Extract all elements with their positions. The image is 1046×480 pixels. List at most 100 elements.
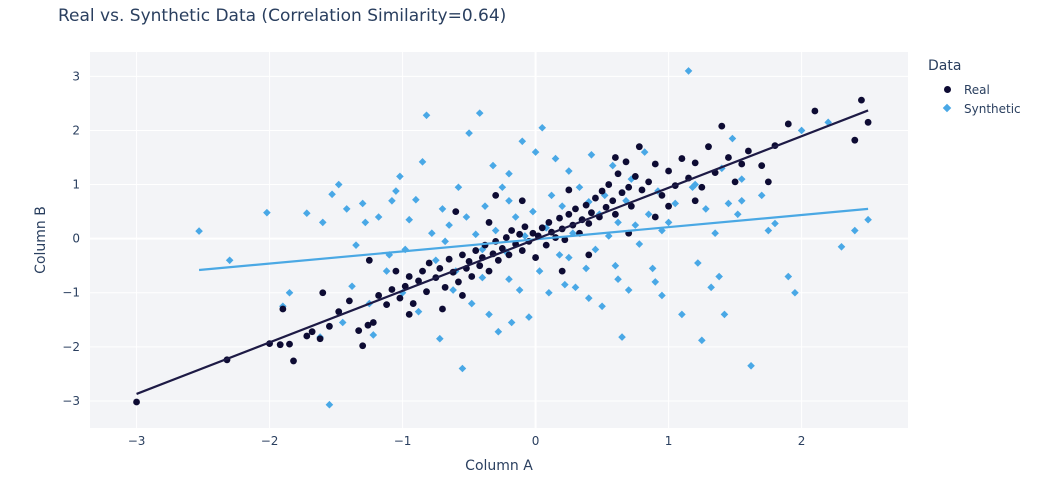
real-point <box>622 158 630 166</box>
legend-synthetic-label: Synthetic <box>964 101 1021 116</box>
synthetic-point <box>518 137 527 146</box>
x-tick-label: −2 <box>261 434 279 448</box>
real-point <box>369 319 377 326</box>
real-point <box>365 256 373 264</box>
synthetic-point <box>555 251 564 259</box>
synthetic-point <box>531 148 540 156</box>
real-point <box>276 341 284 349</box>
real-point <box>605 181 613 188</box>
synthetic-point <box>715 272 723 281</box>
real-point <box>459 292 466 299</box>
synthetic-point <box>338 318 347 327</box>
synthetic-point <box>462 213 471 221</box>
synthetic-point <box>334 180 343 189</box>
real-point <box>335 308 343 316</box>
y-tick-label: 3 <box>72 69 80 83</box>
real-point <box>665 167 672 175</box>
axis-ticks: −3 −2 −1 0 1 2 −3 −2 −1 0 1 2 3 <box>62 69 805 448</box>
synthetic-point <box>797 126 806 135</box>
synthetic-point <box>702 205 710 213</box>
real-point <box>691 159 699 167</box>
synthetic-point <box>565 253 573 262</box>
real-point <box>494 256 502 264</box>
real-point <box>758 162 766 170</box>
synthetic-point <box>565 167 573 175</box>
real-point <box>572 205 579 213</box>
legend-item-synthetic[interactable]: Synthetic <box>928 99 1021 118</box>
legend-synthetic-marker <box>936 102 960 116</box>
real-point <box>409 300 417 307</box>
real-point <box>725 154 732 161</box>
real-point <box>419 267 426 275</box>
real-point <box>645 178 653 186</box>
synthetic-point <box>458 364 467 373</box>
real-point <box>405 310 413 318</box>
synthetic-point <box>285 288 294 297</box>
synthetic-point <box>422 111 431 120</box>
real-point <box>585 251 593 259</box>
synthetic-point <box>640 148 649 156</box>
synthetic-point <box>724 199 733 208</box>
synthetic-point <box>757 191 766 200</box>
synthetic-point <box>369 331 378 339</box>
real-point <box>392 267 400 275</box>
synthetic-point <box>303 209 311 218</box>
y-tick-label: −2 <box>62 340 80 354</box>
legend: Data Real Synthetic <box>928 58 1021 118</box>
real-point <box>698 183 706 191</box>
synthetic-point <box>547 191 556 200</box>
synthetic-point <box>494 327 503 336</box>
real-point <box>401 282 409 290</box>
synthetic-point <box>558 202 566 210</box>
synthetic-point <box>538 123 547 132</box>
synthetic-point <box>401 245 410 254</box>
real-point <box>439 305 446 313</box>
synthetic-point <box>691 180 699 189</box>
synthetic-point <box>582 264 590 273</box>
real-point <box>561 236 569 244</box>
real-point <box>665 202 672 210</box>
real-point <box>558 267 566 275</box>
synthetic-point <box>614 275 622 284</box>
synthetic-point <box>837 242 846 251</box>
real-point <box>678 155 686 162</box>
legend-real-marker <box>936 83 960 97</box>
y-tick-label: 0 <box>72 232 80 246</box>
synthetic-point <box>542 224 551 232</box>
legend-title: Data <box>928 58 962 74</box>
real-point <box>585 220 593 227</box>
real-point <box>635 143 643 151</box>
synthetic-point <box>505 169 513 178</box>
synthetic-point <box>498 183 507 192</box>
synthetic-point <box>575 183 584 192</box>
real-point <box>618 189 626 197</box>
synthetic-point <box>694 259 702 267</box>
synthetic-point <box>471 230 480 239</box>
real-point <box>492 191 500 199</box>
synthetic-point <box>598 302 606 311</box>
synthetic-point <box>225 256 234 265</box>
real-point <box>521 223 529 231</box>
real-point <box>532 254 539 261</box>
synthetic-point <box>318 218 327 227</box>
real-trendline <box>136 109 869 395</box>
synthetic-point <box>418 158 427 166</box>
synthetic-point <box>396 172 404 181</box>
real-point <box>485 219 493 226</box>
synthetic-point <box>648 264 657 273</box>
real-point <box>396 294 404 302</box>
real-point <box>651 160 659 168</box>
trendlines <box>136 109 869 395</box>
synthetic-point <box>791 288 799 297</box>
synthetic-point <box>511 213 520 221</box>
legend-item-real[interactable]: Real <box>928 80 1021 99</box>
synthetic-point <box>608 161 617 170</box>
y-tick-label: 2 <box>72 123 80 137</box>
real-point <box>858 96 865 104</box>
real-point <box>326 322 333 330</box>
real-point <box>133 398 140 406</box>
synthetic-point <box>850 226 859 235</box>
synthetic-point <box>584 294 593 302</box>
synthetic-point <box>644 210 653 219</box>
real-point <box>764 178 772 186</box>
